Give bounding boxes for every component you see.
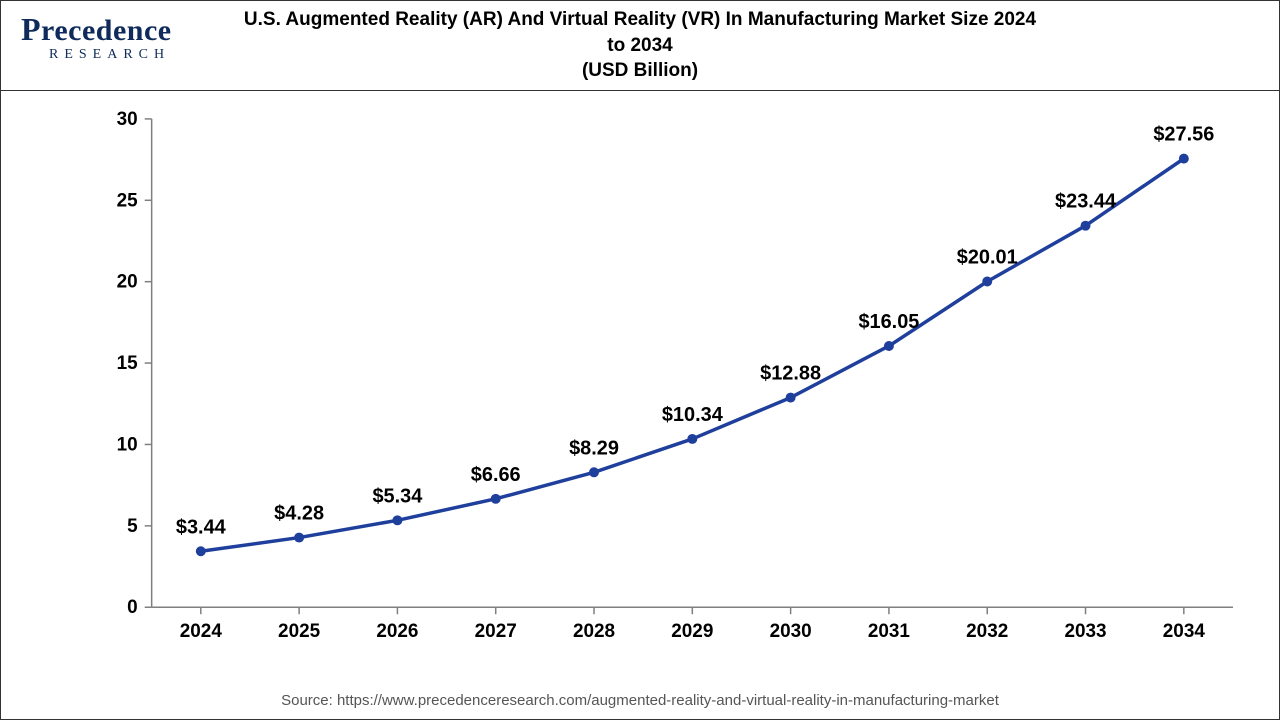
x-tick-label: 2026 [376, 621, 418, 642]
data-marker [392, 515, 402, 525]
value-label: $6.66 [471, 464, 521, 486]
x-tick-label: 2029 [671, 621, 713, 642]
value-label: $4.28 [274, 503, 324, 525]
x-tick-label: 2033 [1064, 621, 1106, 642]
data-marker [1179, 154, 1189, 164]
data-marker [884, 341, 894, 351]
x-tick-label: 2028 [573, 621, 615, 642]
data-marker [982, 277, 992, 287]
y-tick-label: 5 [127, 516, 138, 537]
x-tick-label: 2024 [180, 621, 223, 642]
y-tick-label: 30 [117, 109, 138, 130]
x-tick-label: 2032 [966, 621, 1008, 642]
value-label: $16.05 [858, 311, 919, 333]
y-tick-label: 0 [127, 597, 138, 618]
data-marker [294, 533, 304, 543]
header: Precedence RESEARCH U.S. Augmented Reali… [1, 1, 1279, 91]
line-chart-svg: 0510152025302024202520262027202820292030… [1, 91, 1279, 677]
value-label: $23.44 [1055, 191, 1116, 213]
data-marker [786, 393, 796, 403]
x-tick-label: 2034 [1163, 621, 1206, 642]
brand-logo: Precedence RESEARCH [21, 13, 172, 62]
data-marker [687, 434, 697, 444]
value-label: $3.44 [176, 516, 226, 538]
chart-title: U.S. Augmented Reality (AR) And Virtual … [241, 7, 1039, 84]
value-label: $8.29 [569, 437, 619, 459]
logo-main: Precedence [21, 13, 172, 46]
value-label: $12.88 [760, 363, 821, 385]
data-marker [491, 494, 501, 504]
logo-sub: RESEARCH [49, 48, 172, 62]
y-tick-label: 25 [117, 190, 138, 211]
y-tick-label: 15 [117, 353, 138, 374]
value-label: $10.34 [662, 404, 723, 426]
data-marker [1081, 221, 1091, 231]
data-marker [589, 467, 599, 477]
value-label: $5.34 [372, 485, 422, 507]
value-label: $27.56 [1153, 124, 1214, 146]
x-tick-label: 2031 [868, 621, 910, 642]
y-tick-label: 20 [117, 272, 138, 293]
series-line [201, 159, 1184, 552]
x-tick-label: 2025 [278, 621, 320, 642]
chart-card: Precedence RESEARCH U.S. Augmented Reali… [0, 0, 1280, 720]
title-wrap: U.S. Augmented Reality (AR) And Virtual … [1, 7, 1279, 84]
source-footer: Source: https://www.precedenceresearch.c… [1, 692, 1279, 709]
data-marker [196, 546, 206, 556]
value-label: $20.01 [957, 247, 1018, 269]
plot-area: 0510152025302024202520262027202820292030… [1, 91, 1279, 677]
x-tick-label: 2027 [475, 621, 517, 642]
y-tick-label: 10 [117, 434, 138, 455]
x-tick-label: 2030 [770, 621, 812, 642]
